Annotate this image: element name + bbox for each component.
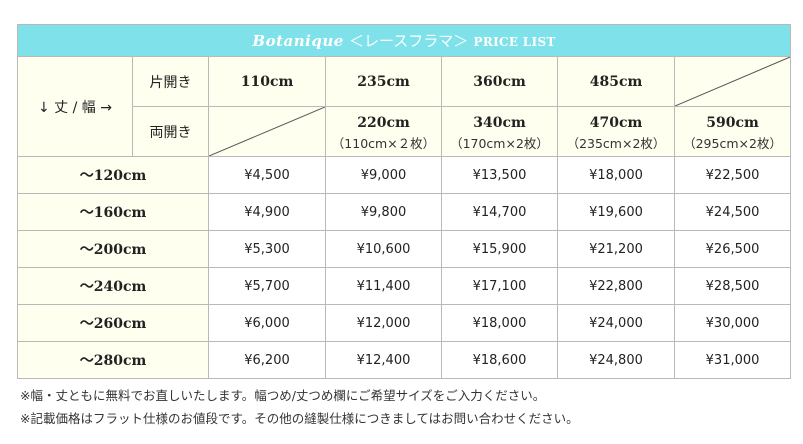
single-width-2: 235cm (325, 56, 442, 107)
price-cell: ¥6,000 (208, 304, 326, 342)
price-cell: ¥18,000 (441, 304, 558, 342)
price-cell: ¥5,700 (208, 267, 326, 305)
price-cell: ¥22,800 (557, 267, 675, 305)
double-open-label: 両開き (132, 106, 209, 157)
price-cell: ¥19,600 (557, 193, 675, 231)
price-cell: ¥12,000 (325, 304, 442, 342)
empty-diagonal-cell (208, 106, 326, 157)
price-cell: ¥5,300 (208, 230, 326, 268)
row-height-label: ～260cm (17, 304, 209, 342)
price-list: Botanique ＜レースフラマ＞ PRICE LIST ↓ 丈 / 幅 → … (16, 24, 792, 379)
price-cell: ¥28,500 (673, 267, 792, 305)
price-cell: ¥9,800 (325, 193, 442, 231)
price-cell: ¥4,500 (208, 156, 326, 194)
double-width-value: 470cm (589, 114, 643, 131)
double-width-detail: （235cm×2枚） (566, 135, 666, 151)
price-cell: ¥24,500 (673, 193, 792, 231)
price-cell: ¥12,400 (325, 341, 442, 379)
table-title: Botanique ＜レースフラマ＞ PRICE LIST (16, 24, 792, 57)
single-width-1: 110cm (208, 56, 326, 107)
header-row-single: ↓ 丈 / 幅 → 片開き 110cm 235cm 360cm 485cm (17, 56, 792, 157)
price-cell: ¥18,600 (441, 341, 558, 379)
double-width-2: 340cm （170cm×2枚） (441, 106, 558, 157)
double-width-value: 340cm (473, 114, 526, 131)
notes: ※幅・丈ともに無料でお直しいたします。幅つめ/丈つめ欄にご希望サイズをご入力くだ… (20, 384, 579, 430)
price-cell: ¥18,000 (557, 156, 675, 194)
price-cell: ¥13,500 (441, 156, 558, 194)
price-cell: ¥10,600 (325, 230, 442, 268)
double-width-3: 470cm （235cm×2枚） (557, 106, 675, 157)
table-row: ～280cm ¥6,200 ¥12,400 ¥18,600 ¥24,800 ¥3… (17, 341, 792, 379)
row-height-label: ～120cm (17, 156, 209, 194)
title-product: ＜レースフラマ＞ (349, 32, 469, 50)
double-width-detail: （170cm×2枚） (450, 135, 549, 151)
price-cell: ¥4,900 (208, 193, 326, 231)
price-cell: ¥31,000 (673, 341, 792, 379)
table-row: ～120cm ¥4,500 ¥9,000 ¥13,500 ¥18,000 ¥22… (17, 156, 792, 194)
price-cell: ¥22,500 (673, 156, 792, 194)
corner-label: ↓ 丈 / 幅 → (17, 56, 133, 157)
price-cell: ¥14,700 (441, 193, 558, 231)
title-row: Botanique ＜レースフラマ＞ PRICE LIST (16, 24, 792, 57)
row-height-label: ～160cm (17, 193, 209, 231)
table-row: ～160cm ¥4,900 ¥9,800 ¥14,700 ¥19,600 ¥24… (17, 193, 792, 231)
price-cell: ¥15,900 (441, 230, 558, 268)
single-width-4: 485cm (557, 56, 675, 107)
price-table: Botanique ＜レースフラマ＞ PRICE LIST ↓ 丈 / 幅 → … (16, 24, 792, 379)
table-row: ～240cm ¥5,700 ¥11,400 ¥17,100 ¥22,800 ¥2… (17, 267, 792, 305)
price-cell: ¥26,500 (673, 230, 792, 268)
title-brand: Botanique (252, 32, 344, 50)
price-cell: ¥11,400 (325, 267, 442, 305)
price-cell: ¥17,100 (441, 267, 558, 305)
empty-diagonal-cell (673, 56, 792, 107)
price-cell: ¥9,000 (325, 156, 442, 194)
row-height-label: ～240cm (17, 267, 209, 305)
price-cell: ¥24,000 (557, 304, 675, 342)
price-cell: ¥30,000 (673, 304, 792, 342)
header-row-double: 両開き 220cm （110cm×２枚） 340cm （170cm×2枚） 47… (18, 106, 792, 157)
note-line: ※記載価格はフラット仕様のお値段です。その他の縫製仕様につきましてはお問い合わせ… (20, 411, 579, 426)
title-pricelist: PRICE LIST (473, 35, 556, 49)
double-width-4: 590cm （295cm×2枚） (673, 106, 792, 157)
double-width-detail: （295cm×2枚） (683, 135, 782, 151)
double-width-1: 220cm （110cm×２枚） (325, 106, 442, 157)
note-line: ※幅・丈ともに無料でお直しいたします。幅つめ/丈つめ欄にご希望サイズをご入力くだ… (20, 388, 546, 403)
single-width-3: 360cm (441, 56, 558, 107)
double-width-detail: （110cm×２枚） (331, 135, 436, 151)
diagonal-line (209, 107, 325, 156)
diagonal-line (675, 57, 790, 106)
price-cell: ¥24,800 (557, 341, 675, 379)
single-open-label: 片開き (132, 56, 209, 107)
price-cell: ¥21,200 (557, 230, 675, 268)
double-width-value: 220cm (357, 114, 410, 131)
table-row: ～200cm ¥5,300 ¥10,600 ¥15,900 ¥21,200 ¥2… (17, 230, 792, 268)
double-width-value: 590cm (706, 114, 759, 131)
row-height-label: ～200cm (17, 230, 209, 268)
price-cell: ¥6,200 (208, 341, 326, 379)
row-height-label: ～280cm (17, 341, 209, 379)
table-row: ～260cm ¥6,000 ¥12,000 ¥18,000 ¥24,000 ¥3… (17, 304, 792, 342)
